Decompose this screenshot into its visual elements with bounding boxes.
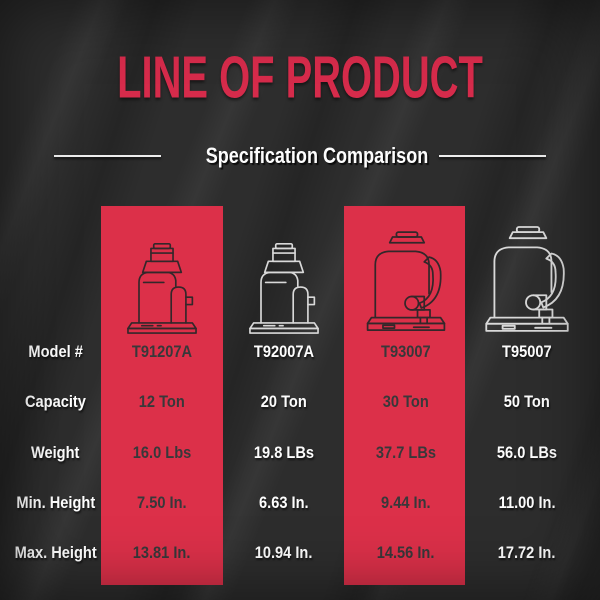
min-height-value: 11.00 In. — [498, 493, 556, 513]
row-label-capacity: Capacity — [25, 392, 86, 412]
highlight-band-t91207a — [101, 206, 223, 585]
weight-value: 16.0 Lbs — [132, 442, 192, 462]
row-label-max-height: Max. Height — [14, 543, 97, 563]
page-title: LINE OF PRODUCT — [117, 44, 483, 112]
model-value: T93007 — [380, 342, 431, 362]
row-label-model: Model # — [28, 342, 83, 362]
row-label-weight: Weight — [31, 442, 80, 462]
max-height-value: 17.72 In. — [498, 543, 556, 563]
min-height-value: 6.63 In. — [259, 493, 309, 513]
bottle-jack-small-icon — [249, 243, 319, 334]
bottle-jack-large-icon — [366, 231, 446, 331]
weight-value: 56.0 LBs — [496, 442, 558, 462]
min-height-value: 9.44 In. — [380, 493, 431, 513]
model-value: T92007A — [253, 342, 315, 362]
spec-table: Model # T91207A T92007A T93007 T95007 Ca… — [0, 327, 588, 578]
max-height-value: 13.81 In. — [133, 543, 191, 563]
bottle-jack-small-icon — [127, 243, 197, 334]
bottle-jack-large-icon — [485, 226, 569, 332]
min-height-value: 7.50 In. — [137, 493, 187, 513]
max-height-value: 14.56 In. — [376, 543, 435, 563]
max-height-value: 10.94 In. — [255, 543, 313, 563]
model-value: T95007 — [502, 342, 552, 362]
divider-line-right — [439, 155, 546, 157]
row-label-min-height: Min. Height — [16, 493, 95, 513]
subtitle-row: Specification Comparison — [0, 143, 600, 169]
weight-value: 37.7 LBs — [375, 442, 436, 462]
model-value: T91207A — [131, 342, 193, 362]
capacity-value: 20 Ton — [260, 392, 308, 412]
capacity-value: 50 Ton — [503, 392, 551, 412]
capacity-value: 12 Ton — [138, 392, 186, 412]
capacity-value: 30 Ton — [382, 392, 429, 412]
divider-line-left — [54, 155, 161, 157]
subtitle: Specification Comparison — [205, 143, 429, 168]
highlight-band-t93007 — [344, 206, 465, 585]
weight-value: 19.8 LBs — [253, 442, 315, 462]
